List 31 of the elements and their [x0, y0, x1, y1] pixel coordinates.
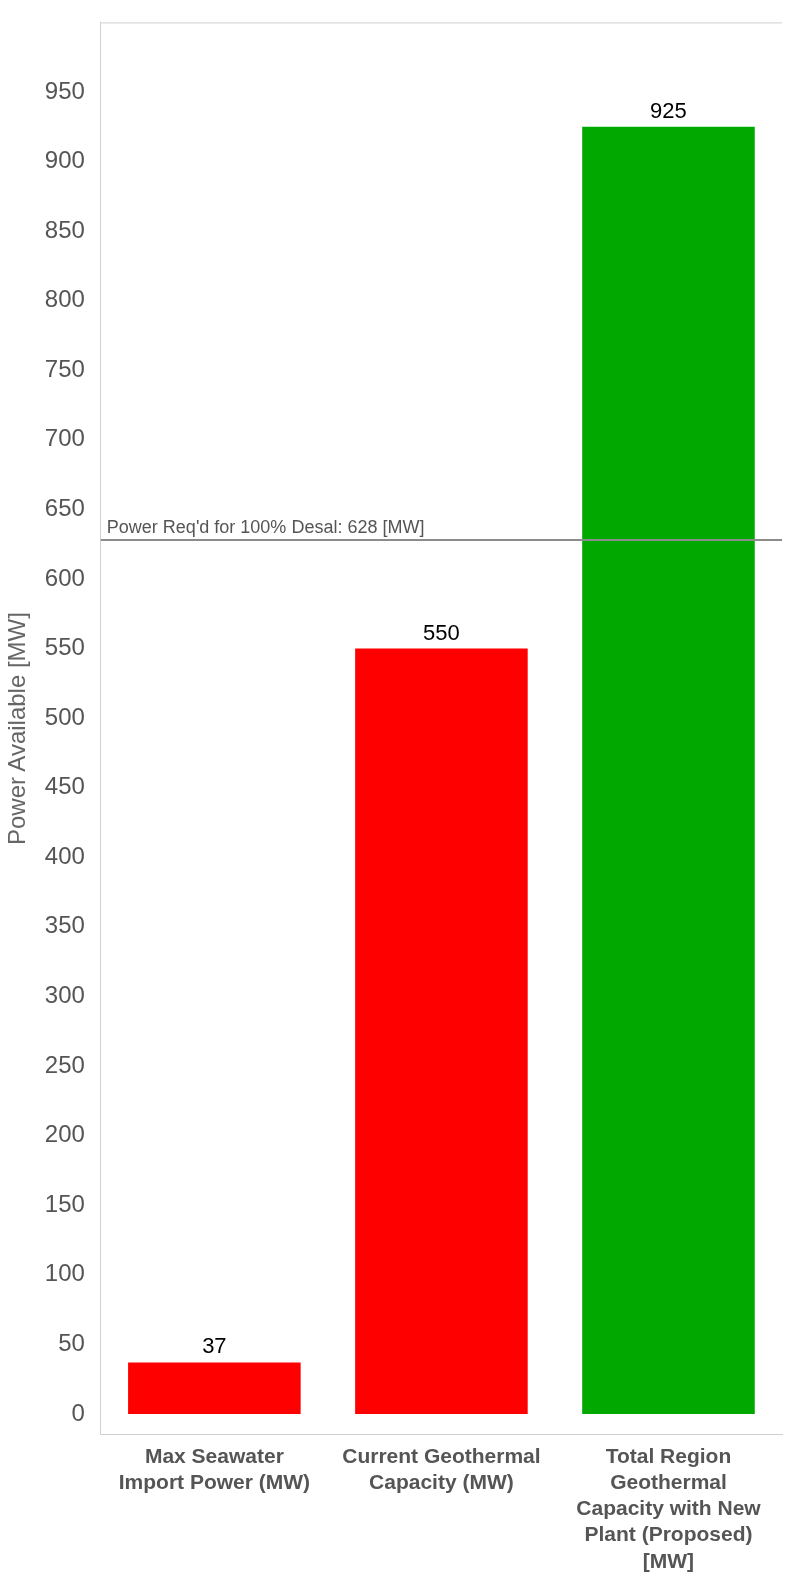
y-tick-label: 950 [44, 76, 85, 104]
y-tick-label: 0 [71, 1398, 85, 1426]
y-tick-label: 350 [44, 911, 85, 939]
y-tick-label: 850 [44, 215, 85, 243]
y-tick-label: 900 [44, 146, 85, 174]
y-tick-label: 750 [44, 354, 85, 382]
y-axis-title: Power Available [MW] [3, 612, 31, 846]
bar [582, 126, 755, 1414]
y-tick-label: 150 [44, 1189, 85, 1217]
y-tick-label: 250 [44, 1050, 85, 1078]
y-tick-label: 300 [44, 981, 85, 1009]
y-tick-label: 400 [44, 841, 85, 869]
y-tick-label: 700 [44, 424, 85, 452]
y-tick-label: 200 [44, 1120, 85, 1148]
x-tick-label: Total Region Geothermal Capacity with New Plant (Proposed) [MW] [576, 1443, 762, 1572]
y-tick-label: 800 [44, 285, 85, 313]
data-label: 925 [650, 97, 687, 123]
y-tick-label: 550 [44, 633, 85, 661]
bar [355, 648, 528, 1414]
data-label: 550 [423, 619, 460, 645]
y-tick-label: 100 [44, 1259, 85, 1287]
data-label: 37 [202, 1333, 227, 1359]
x-tick-label: Max Seawater Import Power (MW) [118, 1443, 311, 1493]
bar [128, 1362, 301, 1414]
x-tick-label: Current Geothermal Capacity (MW) [342, 1443, 541, 1493]
y-tick-label: 50 [58, 1328, 85, 1356]
y-tick-label: 600 [44, 563, 85, 591]
ref-line-label: Power Req'd for 100% Desal: 628 [MW] [106, 517, 425, 537]
y-tick-label: 500 [44, 702, 85, 730]
y-tick-label: 650 [44, 494, 85, 522]
y-tick-label: 450 [44, 772, 85, 800]
